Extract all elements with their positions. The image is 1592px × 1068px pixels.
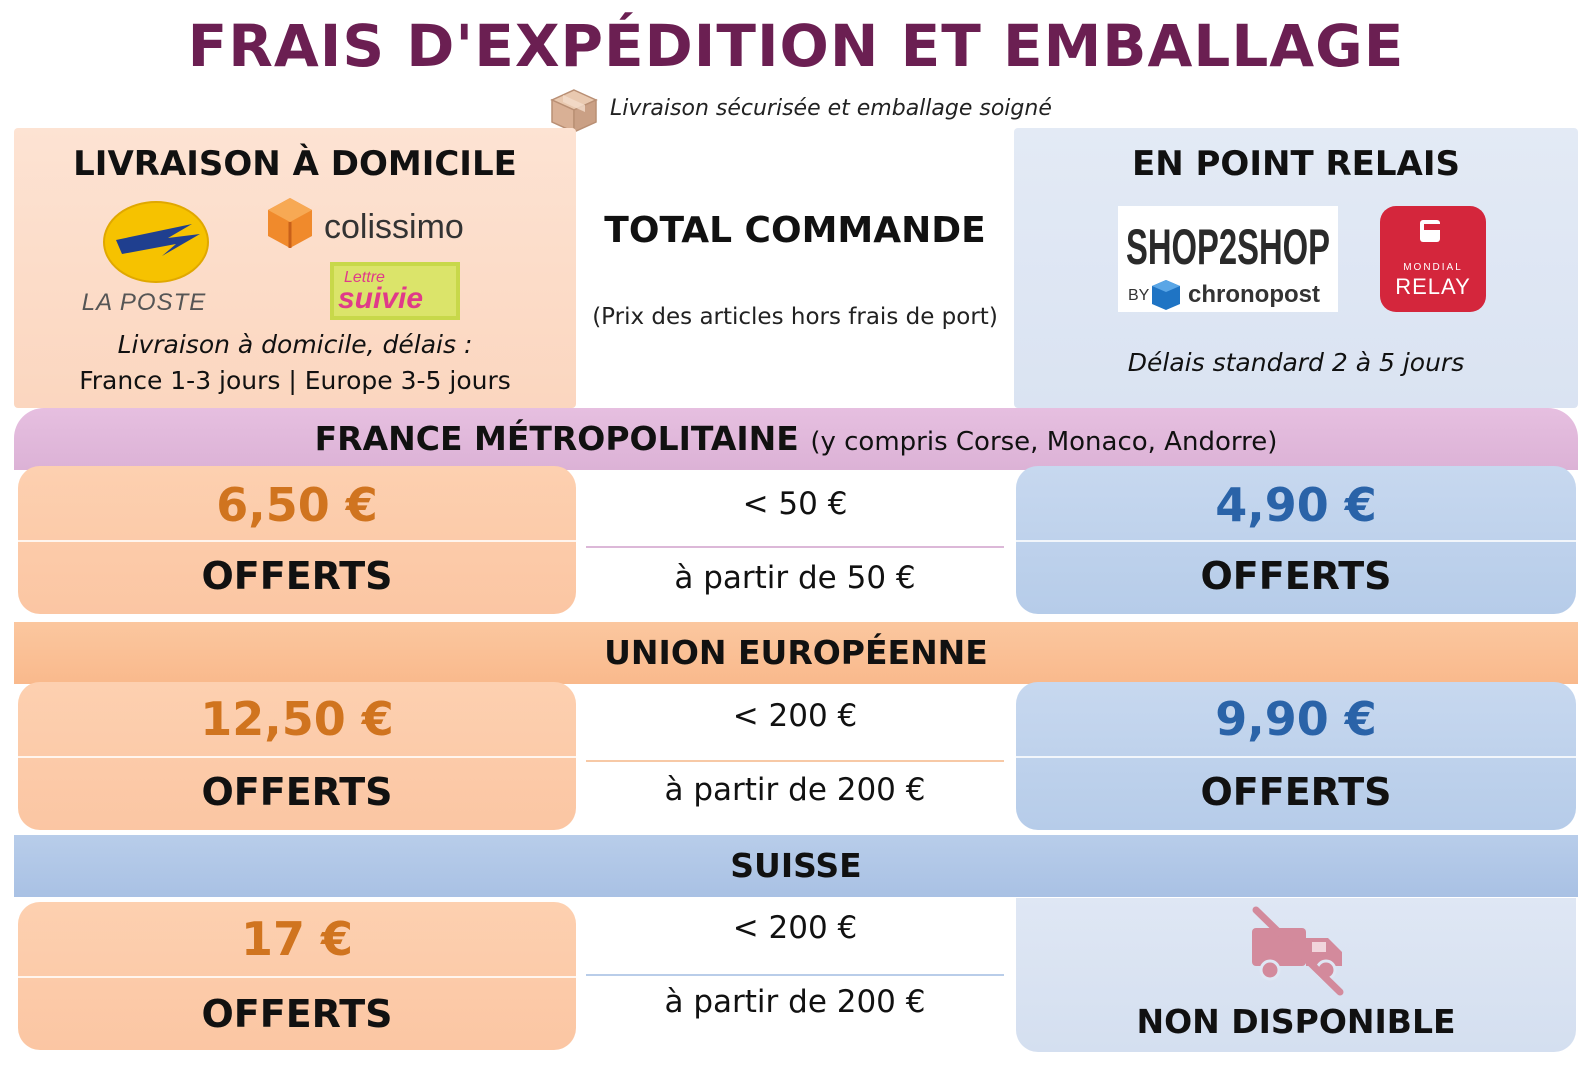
ch-home-price: 17 € bbox=[240, 912, 354, 966]
france-mid-divider bbox=[586, 546, 1004, 548]
la-poste-logo-text: LA POSTE bbox=[82, 289, 206, 316]
lettre-suivie-logo-text-2: suivie bbox=[338, 282, 423, 315]
mondial-relay-logo: MONDIAL RELAY bbox=[1380, 206, 1486, 312]
eu-threshold-above: à partir de 200 € bbox=[664, 772, 926, 808]
la-poste-logo: LA POSTE bbox=[82, 201, 209, 316]
eu-threshold-below: < 200 € bbox=[732, 698, 858, 734]
shop2shop-chronopost-logo: SHOP2SHOP BY chronopost bbox=[1118, 206, 1338, 312]
package-box-icon bbox=[550, 89, 598, 134]
ch-threshold-below: < 200 € bbox=[732, 910, 858, 946]
ch-mid-divider bbox=[586, 974, 1004, 976]
france-relay-price-cell: 4,90 € OFFERTS bbox=[1016, 466, 1576, 614]
home-delivery-panel bbox=[14, 128, 576, 408]
ch-relay-unavailable-cell bbox=[1016, 898, 1576, 1052]
mondial-logo-text-2: RELAY bbox=[1395, 274, 1471, 299]
eu-mid-divider bbox=[586, 760, 1004, 762]
lettre-suivie-logo-text-1: Lettre bbox=[344, 269, 385, 286]
colissimo-logo-text: colissimo bbox=[324, 208, 464, 246]
relay-delay-label: Délais standard 2 à 5 jours bbox=[1127, 348, 1465, 377]
region-band-eu: UNION EUROPÉENNE bbox=[14, 622, 1578, 684]
region-band-switzerland: SUISSE bbox=[14, 835, 1578, 897]
france-home-price: 6,50 € bbox=[216, 478, 378, 532]
france-relay-price: 4,90 € bbox=[1215, 478, 1377, 532]
chronopost-logo-text: chronopost bbox=[1188, 281, 1320, 308]
ch-home-price-cell: 17 € OFFERTS bbox=[18, 902, 576, 1050]
france-home-free: OFFERTS bbox=[201, 554, 393, 598]
lettre-suivie-logo: Lettre suivie bbox=[330, 262, 460, 320]
order-total-subheading: (Prix des articles hors frais de port) bbox=[592, 304, 998, 330]
page-subtitle: Livraison sécurisée et emballage soigné bbox=[610, 96, 1052, 121]
eu-home-price-cell: 12,50 € OFFERTS bbox=[18, 682, 576, 830]
chronopost-by-text: BY bbox=[1128, 287, 1150, 304]
home-delivery-delay-values: France 1-3 jours | Europe 3-5 jours bbox=[79, 366, 511, 395]
home-delivery-heading: LIVRAISON À DOMICILE bbox=[73, 144, 517, 184]
france-home-price-cell: 6,50 € OFFERTS bbox=[18, 466, 576, 614]
truck-crossed-icon bbox=[1252, 906, 1344, 996]
ch-relay-status: NON DISPONIBLE bbox=[1136, 1002, 1456, 1041]
home-delivery-delay-label: Livraison à domicile, délais : bbox=[117, 330, 473, 359]
order-total-heading: TOTAL COMMANDE bbox=[604, 210, 986, 251]
region-france-name: FRANCE MÉTROPOLITAINE bbox=[314, 419, 799, 458]
france-threshold-below: < 50 € bbox=[742, 486, 848, 522]
shop2shop-logo-text: SHOP2SHOP bbox=[1126, 219, 1330, 275]
eu-relay-price: 9,90 € bbox=[1215, 692, 1377, 746]
colissimo-logo: colissimo bbox=[268, 198, 464, 248]
relay-heading: EN POINT RELAIS bbox=[1132, 144, 1460, 184]
france-threshold-above: à partir de 50 € bbox=[674, 560, 916, 596]
region-band-france: FRANCE MÉTROPOLITAINE (y compris Corse, … bbox=[14, 408, 1578, 470]
ch-home-free: OFFERTS bbox=[201, 992, 393, 1036]
page-title: FRAIS D'EXPÉDITION ET EMBALLAGE bbox=[187, 12, 1405, 80]
france-relay-free: OFFERTS bbox=[1200, 554, 1392, 598]
ch-threshold-above: à partir de 200 € bbox=[664, 984, 926, 1020]
eu-relay-free: OFFERTS bbox=[1200, 770, 1392, 814]
mondial-logo-text-1: MONDIAL bbox=[1403, 262, 1463, 273]
eu-relay-price-cell: 9,90 € OFFERTS bbox=[1016, 682, 1576, 830]
eu-home-price: 12,50 € bbox=[200, 692, 394, 746]
region-france-detail: (y compris Corse, Monaco, Andorre) bbox=[810, 427, 1278, 457]
eu-home-free: OFFERTS bbox=[201, 770, 393, 814]
